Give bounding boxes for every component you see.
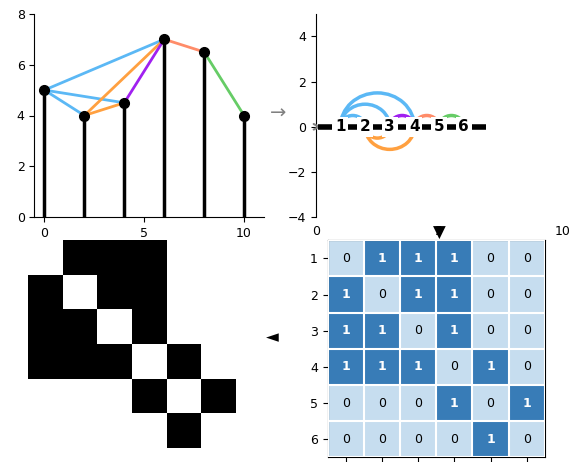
Text: 1: 1 xyxy=(378,360,386,373)
Text: 2: 2 xyxy=(360,119,370,134)
Text: 0: 0 xyxy=(342,396,350,410)
Text: 1: 1 xyxy=(335,119,346,134)
Text: 1: 1 xyxy=(486,433,495,446)
Text: 1: 1 xyxy=(450,288,459,301)
Text: 1: 1 xyxy=(414,288,422,301)
Text: 1: 1 xyxy=(450,252,459,265)
Text: 1: 1 xyxy=(378,324,386,337)
Text: 4: 4 xyxy=(409,119,420,134)
Text: 0: 0 xyxy=(523,324,531,337)
Text: 0: 0 xyxy=(451,360,458,373)
Text: 0: 0 xyxy=(378,396,386,410)
Text: ▼: ▼ xyxy=(433,225,445,242)
Text: 0: 0 xyxy=(523,252,531,265)
Text: 0: 0 xyxy=(342,433,350,446)
Text: 1: 1 xyxy=(342,288,350,301)
Text: 3: 3 xyxy=(385,119,395,134)
Text: 0: 0 xyxy=(523,433,531,446)
Text: 1: 1 xyxy=(414,360,422,373)
Text: 0: 0 xyxy=(523,360,531,373)
Text: 1: 1 xyxy=(414,252,422,265)
Text: 0: 0 xyxy=(523,288,531,301)
Text: 0: 0 xyxy=(487,252,495,265)
Text: 1: 1 xyxy=(486,360,495,373)
Text: 0: 0 xyxy=(487,324,495,337)
Text: 5: 5 xyxy=(434,119,444,134)
Text: 0: 0 xyxy=(414,396,422,410)
Text: 6: 6 xyxy=(459,119,469,134)
Text: 0: 0 xyxy=(378,433,386,446)
Text: 0: 0 xyxy=(451,433,458,446)
Text: 0: 0 xyxy=(487,396,495,410)
Text: 0: 0 xyxy=(414,324,422,337)
Text: 1: 1 xyxy=(450,396,459,410)
Text: 0: 0 xyxy=(378,288,386,301)
Text: →: → xyxy=(270,103,286,123)
Text: 0: 0 xyxy=(414,433,422,446)
Text: 0: 0 xyxy=(487,288,495,301)
Text: 1: 1 xyxy=(342,324,350,337)
Text: 0: 0 xyxy=(342,252,350,265)
Text: 1: 1 xyxy=(378,252,386,265)
Text: 1: 1 xyxy=(450,324,459,337)
Text: ◄: ◄ xyxy=(266,328,279,346)
Text: 1: 1 xyxy=(342,360,350,373)
Text: 1: 1 xyxy=(522,396,531,410)
